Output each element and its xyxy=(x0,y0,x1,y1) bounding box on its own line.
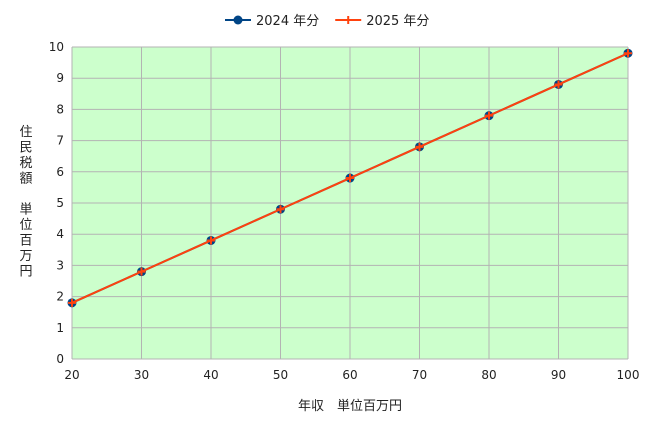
y-tick-label: 2 xyxy=(56,290,64,304)
data-point xyxy=(207,236,215,245)
y-axis-ticks: 0 1 2 3 4 5 6 7 8 9 10 xyxy=(49,40,64,366)
y-axis-title-char: 百 xyxy=(19,234,32,249)
y-tick-label: 10 xyxy=(49,40,64,54)
series-layer xyxy=(67,48,633,308)
x-tick-label: 80 xyxy=(481,368,496,382)
legend-label: 2024 年分 xyxy=(256,14,319,29)
data-point xyxy=(624,49,632,58)
y-tick-label: 5 xyxy=(56,196,64,210)
y-tick-label: 1 xyxy=(56,321,64,335)
data-point xyxy=(68,298,76,307)
y-tick-label: 8 xyxy=(56,102,64,116)
x-tick-label: 40 xyxy=(203,368,218,382)
y-axis-title-char: 住 xyxy=(19,125,32,140)
legend-marker xyxy=(344,16,353,24)
gridlines xyxy=(71,46,629,360)
x-tick-label: 60 xyxy=(342,368,357,382)
x-tick-label: 20 xyxy=(64,368,79,382)
x-tick-label: 50 xyxy=(273,368,288,382)
data-point xyxy=(137,267,146,276)
y-tick-label: 4 xyxy=(56,227,64,241)
y-tick-label: 3 xyxy=(56,258,64,272)
y-axis-title-char: 民 xyxy=(19,141,32,156)
legend-label: 2025 年分 xyxy=(366,14,429,29)
legend: 2024 年分 2025 年分 xyxy=(225,14,429,29)
x-tick-label: 30 xyxy=(134,368,149,382)
y-axis-title-char: 万 xyxy=(19,249,32,264)
y-tick-label: 7 xyxy=(56,134,64,148)
x-axis-ticks: 20 30 40 50 60 70 80 90 100 xyxy=(64,368,639,382)
x-tick-label: 100 xyxy=(617,368,640,382)
legend-item-1: 2024 年分 xyxy=(225,14,319,29)
y-axis-title-char: 円 xyxy=(19,265,32,280)
x-tick-label: 70 xyxy=(412,368,427,382)
y-tick-label: 0 xyxy=(56,352,64,366)
data-point xyxy=(485,111,493,120)
y-tick-label: 6 xyxy=(56,165,64,179)
y-axis-title-char: 位 xyxy=(19,218,32,233)
legend-marker xyxy=(233,15,243,25)
x-axis-title: 年収 単位百万円 xyxy=(298,398,402,414)
x-tick-label: 90 xyxy=(551,368,566,382)
data-point xyxy=(346,174,354,183)
legend-item-2: 2025 年分 xyxy=(335,14,429,29)
data-point xyxy=(276,205,285,214)
series-2 xyxy=(68,49,632,307)
y-tick-label: 9 xyxy=(56,71,64,85)
y-axis-title-char: 税 xyxy=(19,156,32,171)
data-point xyxy=(554,80,563,89)
data-point xyxy=(415,142,424,151)
y-axis-title-char: 単 xyxy=(19,202,32,218)
y-axis-title-char: 額 xyxy=(19,172,32,187)
